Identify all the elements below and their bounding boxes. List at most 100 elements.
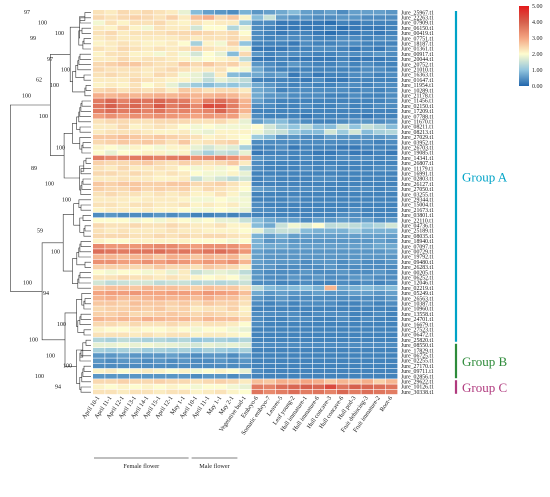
heatmap-cell <box>263 212 276 218</box>
heatmap-cell <box>190 62 203 67</box>
heatmap-cell <box>300 88 312 93</box>
heatmap-cell <box>190 379 203 384</box>
dendrogram-branch <box>76 299 82 327</box>
heatmap-cell <box>141 181 154 187</box>
row-label: Jure_06472.t1 <box>401 333 434 339</box>
heatmap-cell <box>349 145 361 150</box>
heatmap-cell <box>202 223 215 228</box>
heatmap-cell <box>202 93 215 98</box>
heatmap-cell <box>178 223 190 228</box>
row-label: Jure_10126.t1 <box>401 385 434 391</box>
heatmap-cell <box>129 368 142 374</box>
heatmap-cell <box>373 88 386 93</box>
heatmap-cell <box>373 275 386 280</box>
heatmap-cell <box>337 332 349 337</box>
heatmap-cell <box>105 140 117 145</box>
heatmap-cell <box>154 108 166 114</box>
heatmap-cell <box>202 306 215 311</box>
heatmap-cell <box>93 374 105 379</box>
heatmap-cell <box>178 119 190 124</box>
heatmap-cell <box>373 254 386 259</box>
heatmap-cell <box>349 285 361 291</box>
row-label: Jure_12046.t1 <box>401 281 434 287</box>
heatmap-cell <box>105 327 117 332</box>
heatmap-cell <box>105 160 117 166</box>
heatmap-cell <box>93 223 105 228</box>
heatmap-cell <box>129 280 142 285</box>
heatmap-cell <box>105 316 117 322</box>
row-label: Jure_02803.t1 <box>401 177 434 183</box>
heatmap-cell <box>178 77 190 83</box>
heatmap-cell <box>154 88 166 93</box>
heatmap-cell <box>190 254 203 259</box>
heatmap-cell <box>105 379 117 384</box>
heatmap-cell <box>190 150 203 155</box>
heatmap-cell <box>166 181 178 187</box>
heatmap-cell <box>385 306 398 311</box>
heatmap-cell <box>300 275 312 280</box>
heatmap-cell <box>215 207 227 213</box>
heatmap-cell <box>117 327 129 332</box>
heatmap-cell <box>385 264 398 270</box>
heatmap-cell <box>288 25 300 31</box>
row-label: Jure_08035.t1 <box>401 234 434 240</box>
heatmap-cell <box>141 280 154 285</box>
heatmap-cell <box>202 244 215 249</box>
heatmap-cell <box>190 103 203 109</box>
heatmap-cell <box>190 98 203 103</box>
heatmap-cell <box>337 134 349 140</box>
heatmap-cell <box>324 249 337 254</box>
heatmap-cell <box>324 145 337 150</box>
heatmap-cell <box>300 150 312 155</box>
heatmap-cell <box>129 176 142 181</box>
heatmap-cell <box>154 72 166 77</box>
heatmap-cell <box>117 207 129 213</box>
heatmap-cell <box>227 20 239 25</box>
heatmap-cell <box>251 264 264 270</box>
heatmap-cell <box>141 93 154 98</box>
dendrogram-branch <box>84 261 91 268</box>
heatmap-cell <box>141 20 154 25</box>
heatmap-cell <box>373 62 386 67</box>
heatmap-cell <box>349 311 361 317</box>
heatmap-cell <box>373 342 386 348</box>
heatmap-cell <box>190 88 203 93</box>
heatmap-cell <box>361 181 373 187</box>
heatmap-cell <box>178 30 190 36</box>
heatmap-cell <box>263 192 276 197</box>
heatmap-cell <box>190 223 203 228</box>
heatmap-cell <box>263 51 276 57</box>
heatmap-cell <box>373 108 386 114</box>
heatmap-cell <box>288 311 300 317</box>
heatmap-cell <box>105 176 117 181</box>
colorbar-scale <box>519 6 529 86</box>
heatmap-cell <box>166 62 178 67</box>
heatmap-cell <box>129 108 142 114</box>
heatmap-cell <box>166 337 178 343</box>
heatmap-cell <box>202 207 215 213</box>
heatmap-cell <box>337 103 349 109</box>
heatmap-cell <box>263 176 276 181</box>
heatmap-cell <box>361 77 373 83</box>
dendrogram-branch <box>79 107 91 117</box>
heatmap-cell <box>349 77 361 83</box>
heatmap-cell <box>239 348 251 353</box>
heatmap-cell <box>373 358 386 363</box>
heatmap-cell <box>251 186 264 192</box>
heatmap-cell <box>190 202 203 207</box>
heatmap-cell <box>251 93 264 98</box>
row-label: Jure_10387.t1 <box>401 302 434 308</box>
heatmap-cell <box>154 254 166 259</box>
heatmap-cell <box>263 233 276 239</box>
heatmap-cell <box>263 46 276 51</box>
heatmap-cell <box>385 108 398 114</box>
heatmap-cell <box>141 103 154 109</box>
heatmap-cell <box>300 363 312 369</box>
heatmap-cell <box>349 290 361 296</box>
heatmap-cell <box>190 249 203 254</box>
heatmap-cell <box>227 197 239 202</box>
heatmap-cell <box>361 374 373 379</box>
heatmap-cell <box>154 212 166 218</box>
heatmap-cell <box>178 249 190 254</box>
heatmap-cell <box>93 218 105 223</box>
